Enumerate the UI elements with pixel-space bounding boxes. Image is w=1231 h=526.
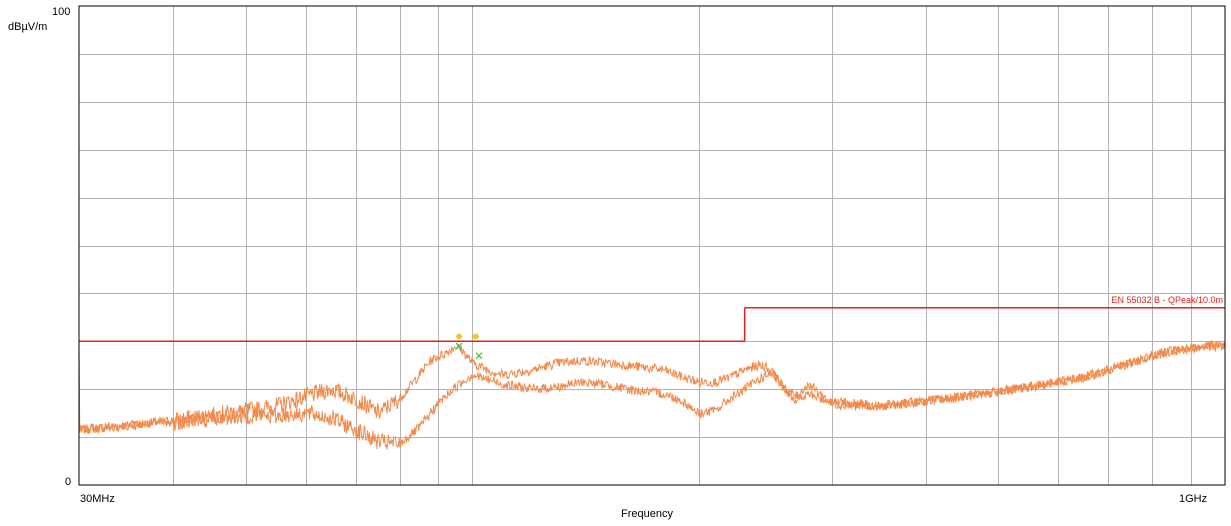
measurement-traces <box>78 339 1226 450</box>
average-marker <box>475 352 483 360</box>
grid-lines <box>79 6 1225 485</box>
x-tick-label-right: 1GHz <box>1179 493 1208 505</box>
y-tick-label-bottom: 0 <box>65 476 72 488</box>
limit-lines <box>79 307 1225 343</box>
trace-line-2 <box>78 340 1226 450</box>
average-marker <box>455 342 463 350</box>
peak-markers <box>455 333 483 360</box>
y-axis-label: dBµV/m <box>8 21 48 33</box>
quasi-peak-marker <box>456 333 463 340</box>
trace-line-1 <box>78 339 1226 435</box>
limit-line-label: EN 55032 B - QPeak/10.0m <box>1111 295 1223 305</box>
x-tick-label-left: 30MHz <box>80 493 115 505</box>
quasi-peak-marker <box>472 333 479 340</box>
y-tick-label-top: 100 <box>52 6 71 18</box>
x-axis-label: Frequency <box>621 508 673 520</box>
plot-frame <box>78 5 1226 486</box>
